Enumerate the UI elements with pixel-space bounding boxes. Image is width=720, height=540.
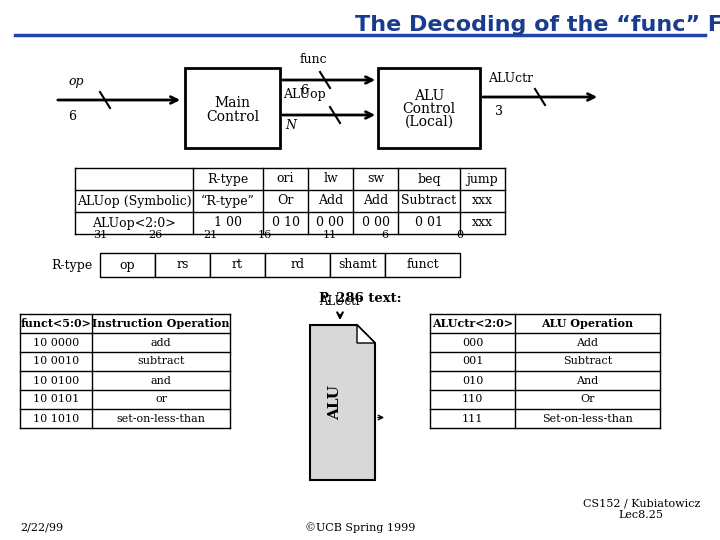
Text: Or: Or bbox=[277, 194, 294, 207]
Text: op: op bbox=[120, 259, 135, 272]
Text: Instruction Operation: Instruction Operation bbox=[92, 318, 230, 329]
Text: 26: 26 bbox=[148, 230, 162, 240]
Text: rt: rt bbox=[232, 259, 243, 272]
Text: 2/22/99: 2/22/99 bbox=[20, 523, 63, 533]
Bar bbox=[185, 68, 280, 148]
Bar bbox=[265, 253, 330, 277]
Text: ©UCB Spring 1999: ©UCB Spring 1999 bbox=[305, 522, 415, 533]
Text: func: func bbox=[300, 53, 328, 66]
Text: P. 286 text:: P. 286 text: bbox=[319, 292, 401, 305]
Text: and: and bbox=[150, 375, 171, 386]
Text: ALUop: ALUop bbox=[283, 88, 325, 101]
Text: Subtract: Subtract bbox=[402, 194, 456, 207]
Text: 111: 111 bbox=[462, 414, 483, 423]
Text: Control: Control bbox=[206, 110, 259, 124]
Text: op: op bbox=[68, 75, 84, 88]
Text: 10 0010: 10 0010 bbox=[33, 356, 79, 367]
Text: 010: 010 bbox=[462, 375, 483, 386]
Text: Add: Add bbox=[318, 194, 343, 207]
Text: 3: 3 bbox=[495, 105, 503, 118]
Text: CS152 / Kubiatowicz
Lec8.25: CS152 / Kubiatowicz Lec8.25 bbox=[582, 498, 700, 520]
Text: ALU: ALU bbox=[414, 89, 444, 103]
Text: jump: jump bbox=[467, 172, 498, 186]
Text: 16: 16 bbox=[258, 230, 272, 240]
Text: Control: Control bbox=[402, 102, 456, 116]
Text: 1 00: 1 00 bbox=[214, 217, 242, 230]
Text: 10 0100: 10 0100 bbox=[33, 375, 79, 386]
Text: ALU: ALU bbox=[328, 385, 342, 420]
Text: funct<5:0>: funct<5:0> bbox=[21, 318, 91, 329]
Text: Or: Or bbox=[580, 395, 595, 404]
Text: ALUctr: ALUctr bbox=[319, 295, 361, 308]
Polygon shape bbox=[357, 325, 375, 343]
Text: ALUop<2:0>: ALUop<2:0> bbox=[92, 217, 176, 230]
Text: R-type: R-type bbox=[52, 259, 93, 272]
Bar bbox=[155, 253, 210, 277]
Text: 10 1010: 10 1010 bbox=[33, 414, 79, 423]
Text: 21: 21 bbox=[203, 230, 217, 240]
Text: add: add bbox=[150, 338, 171, 348]
Text: “R-type”: “R-type” bbox=[201, 194, 255, 207]
Text: The Decoding of the “func” Field: The Decoding of the “func” Field bbox=[355, 15, 720, 35]
Text: 001: 001 bbox=[462, 356, 483, 367]
Text: xxx: xxx bbox=[472, 194, 493, 207]
Text: Set-on-less-than: Set-on-less-than bbox=[542, 414, 633, 423]
Text: rs: rs bbox=[176, 259, 189, 272]
Text: 110: 110 bbox=[462, 395, 483, 404]
Text: 0 10: 0 10 bbox=[271, 217, 300, 230]
Text: ALUctr: ALUctr bbox=[488, 72, 533, 85]
Text: 0 00: 0 00 bbox=[361, 217, 390, 230]
Text: 11: 11 bbox=[323, 230, 337, 240]
Text: R-type: R-type bbox=[207, 172, 248, 186]
Text: sw: sw bbox=[367, 172, 384, 186]
Text: (Local): (Local) bbox=[405, 115, 454, 129]
Text: 6: 6 bbox=[300, 84, 308, 97]
Text: rd: rd bbox=[290, 259, 305, 272]
Text: 6: 6 bbox=[68, 110, 76, 123]
Bar bbox=[330, 253, 385, 277]
Text: Add: Add bbox=[577, 338, 598, 348]
Text: ALUctr<2:0>: ALUctr<2:0> bbox=[432, 318, 513, 329]
Text: 10 0101: 10 0101 bbox=[33, 395, 79, 404]
Text: ori: ori bbox=[276, 172, 294, 186]
Bar bbox=[378, 68, 480, 148]
Text: ALU Operation: ALU Operation bbox=[541, 318, 634, 329]
Text: subtract: subtract bbox=[138, 356, 185, 367]
Text: Add: Add bbox=[363, 194, 388, 207]
Text: beq: beq bbox=[417, 172, 441, 186]
Text: 0 01: 0 01 bbox=[415, 217, 443, 230]
Text: shamt: shamt bbox=[338, 259, 377, 272]
Bar bbox=[385, 253, 460, 277]
Bar bbox=[100, 253, 155, 277]
Text: xxx: xxx bbox=[472, 217, 493, 230]
Text: 000: 000 bbox=[462, 338, 483, 348]
Text: funct: funct bbox=[406, 259, 438, 272]
Text: 0: 0 bbox=[456, 230, 464, 240]
Text: 0 00: 0 00 bbox=[317, 217, 344, 230]
Text: 10 0000: 10 0000 bbox=[33, 338, 79, 348]
Polygon shape bbox=[310, 325, 375, 480]
Text: lw: lw bbox=[323, 172, 338, 186]
Bar bbox=[210, 253, 265, 277]
Text: And: And bbox=[577, 375, 598, 386]
Text: set-on-less-than: set-on-less-than bbox=[117, 414, 205, 423]
Text: ALUop (Symbolic): ALUop (Symbolic) bbox=[77, 194, 192, 207]
Text: Main: Main bbox=[215, 96, 251, 110]
Text: Subtract: Subtract bbox=[563, 356, 612, 367]
Text: 6: 6 bbox=[382, 230, 389, 240]
Text: N: N bbox=[285, 119, 296, 132]
Text: 31: 31 bbox=[93, 230, 107, 240]
Text: or: or bbox=[155, 395, 167, 404]
